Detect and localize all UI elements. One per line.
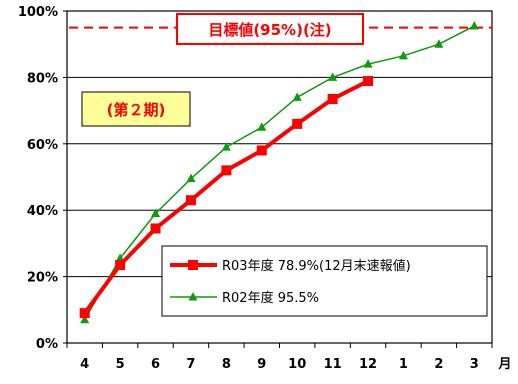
target-label: 目標値(95%)(注)	[208, 21, 331, 39]
data-point-square	[363, 76, 374, 87]
legend-label: R02年度 95.5%	[222, 290, 319, 306]
data-point-triangle	[186, 173, 196, 183]
data-point-square	[327, 93, 338, 104]
series-layer	[79, 20, 479, 324]
x-tick-label: 2	[434, 357, 443, 372]
target-label-box	[176, 13, 364, 45]
data-point-triangle	[115, 253, 125, 262]
data-point-square	[150, 223, 161, 234]
x-tick-label: 10	[288, 357, 306, 372]
x-tick-label: 7	[186, 357, 195, 372]
y-tick-label: 60%	[27, 138, 58, 153]
data-point-triangle	[292, 92, 302, 101]
series-line	[84, 25, 475, 321]
y-tick-label: 0%	[36, 337, 58, 352]
data-point-triangle	[257, 122, 267, 131]
x-tick-label: 11	[324, 357, 342, 372]
y-tick-label: 80%	[27, 71, 58, 86]
legend-marker-triangle	[188, 292, 198, 301]
x-tick-label: 3	[470, 357, 479, 372]
period-label-box	[81, 91, 191, 127]
legend-label: R03年度 78.9%(12月末速報値)	[222, 258, 411, 274]
legend-box	[161, 245, 488, 317]
legend-marker-square	[188, 260, 198, 270]
y-tick-label: 40%	[27, 204, 58, 219]
data-point-square	[292, 118, 303, 129]
data-point-square	[185, 195, 196, 206]
x-tick-label: 5	[116, 357, 125, 372]
x-axis: 4 5 6 7 8 9 10 11 12 1 2 3	[66, 343, 493, 372]
data-point-square	[256, 145, 267, 156]
y-tick-label: 100%	[18, 5, 58, 20]
data-point-triangle	[151, 208, 161, 218]
y-tick-label: 20%	[27, 271, 58, 286]
x-tick-label: 8	[222, 357, 231, 372]
x-tick-label: 12	[359, 357, 377, 372]
data-point-triangle	[80, 314, 90, 324]
data-point-triangle	[221, 142, 231, 151]
period-label-group: (第２期)	[81, 91, 191, 127]
data-point-square	[115, 259, 126, 270]
data-point-triangle	[363, 59, 373, 68]
x-axis-unit: 月	[497, 357, 511, 372]
data-point-triangle	[434, 39, 444, 48]
data-point-triangle	[469, 20, 479, 30]
data-point-triangle	[398, 50, 408, 60]
y-axis: 0% 20% 40% 60% 80% 100%	[18, 5, 67, 352]
legend: R03年度 78.9%(12月末速報値) R02年度 95.5%	[161, 245, 488, 317]
x-tick-label: 9	[257, 357, 266, 372]
target-line-group: 目標値(95%)(注)	[69, 13, 492, 45]
x-tick-label: 6	[151, 357, 160, 372]
x-tick-label: 1	[399, 357, 408, 372]
data-point-square	[79, 308, 90, 319]
data-point-triangle	[328, 72, 338, 81]
data-point-square	[221, 165, 232, 176]
x-tick-label: 4	[80, 357, 89, 372]
period-label: (第２期)	[107, 101, 166, 119]
